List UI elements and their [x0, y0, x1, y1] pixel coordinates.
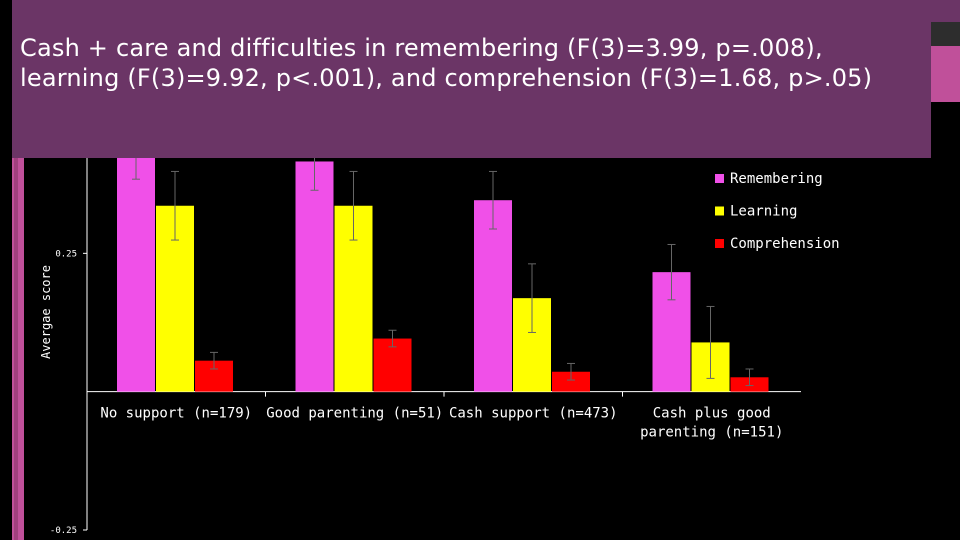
bar-comprehension	[373, 338, 412, 392]
x-category-label: Good parenting (n=51)	[266, 406, 443, 422]
bar-comprehension	[552, 371, 590, 392]
corner-decoration-middle	[930, 22, 960, 46]
x-category-label: Cash support (n=473)	[449, 406, 618, 422]
x-category-label: parenting (n=151)	[640, 425, 783, 441]
slide-title: Cash + care and difficulties in remember…	[20, 34, 873, 92]
bar-remembering	[295, 161, 334, 392]
bar-remembering	[474, 200, 512, 392]
legend-swatch-comprehension	[715, 239, 724, 248]
x-category-label: Cash plus good	[653, 406, 771, 422]
left-edge-strip	[0, 0, 12, 540]
legend-label-remembering: Remembering	[730, 171, 823, 187]
left-accent-stripe	[14, 0, 18, 540]
legend-swatch-learning	[715, 206, 724, 216]
corner-decoration-top	[930, 0, 960, 22]
y-tick-label: -0.25	[50, 526, 77, 536]
legend-swatch-remembering	[715, 174, 724, 183]
x-category-label: No support (n=179)	[100, 406, 252, 422]
y-axis-label: Avergae score	[39, 265, 53, 359]
legend-label-learning: Learning	[730, 204, 797, 220]
bar-remembering	[117, 150, 155, 392]
legend-label-comprehension: Comprehension	[730, 236, 840, 252]
title-banner	[12, 0, 931, 158]
y-tick-label: 0.25	[55, 249, 77, 259]
corner-decoration-bottom	[930, 46, 960, 102]
